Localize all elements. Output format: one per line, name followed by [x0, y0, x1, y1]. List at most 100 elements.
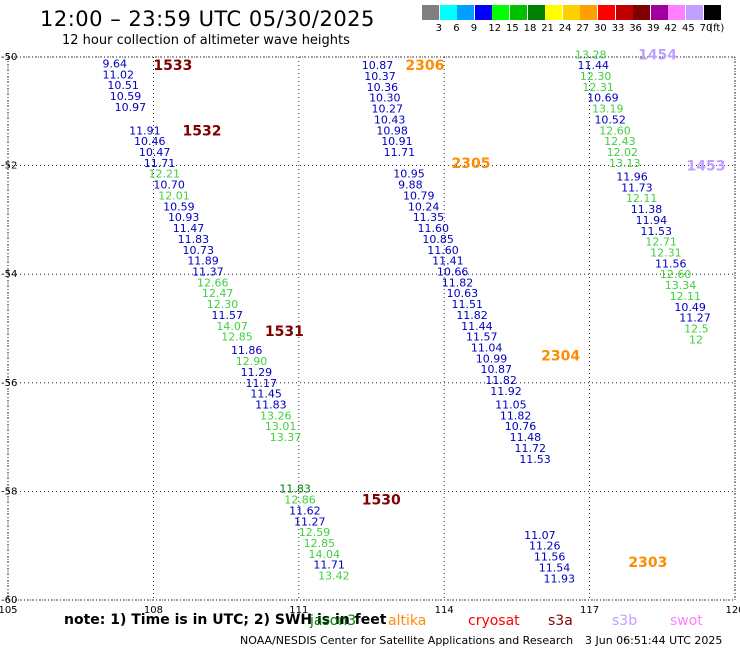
- satellite-cryosat: cryosat: [468, 613, 520, 629]
- x-tick-label: 117: [580, 605, 599, 616]
- x-tick-label: 120: [725, 605, 740, 616]
- swh-value: 11.05: [495, 399, 526, 412]
- color-scale-tick-label: 27: [576, 23, 590, 34]
- swh-value: 12.66: [197, 276, 229, 289]
- pass-number-label: 1533: [153, 58, 192, 74]
- swh-value: 11.91: [129, 124, 161, 137]
- swh-value: 9.88: [398, 179, 423, 192]
- swh-value: 11.96: [616, 170, 648, 183]
- swh-value: 10.36: [367, 81, 399, 94]
- swh-value: 13.13: [609, 157, 641, 170]
- swh-value: 12: [689, 333, 703, 346]
- swh-value: 10.99: [476, 352, 508, 365]
- swh-value: 13.34: [665, 279, 697, 292]
- satellite-jason3: jason3: [310, 613, 357, 629]
- color-swatch: [457, 5, 475, 20]
- swh-value: 11.62: [289, 504, 321, 517]
- swh-value: 11.48: [510, 431, 542, 444]
- swh-value: 10.47: [139, 146, 171, 159]
- swh-value: 11.86: [231, 344, 262, 357]
- swh-value: 10.95: [393, 168, 425, 181]
- swh-value: 11.83: [279, 483, 311, 496]
- swh-value: 12.11: [626, 192, 658, 205]
- swh-value: 10.76: [505, 420, 537, 433]
- swh-value: 11.73: [621, 181, 653, 194]
- swh-value: 11.53: [640, 225, 672, 238]
- swh-value: 10.91: [381, 135, 413, 148]
- swh-value: 11.89: [187, 255, 219, 268]
- color-scale-tick-label: 70: [699, 23, 713, 34]
- color-swatch: [650, 5, 668, 20]
- swh-value: 10.98: [376, 124, 408, 137]
- y-tick-label: -56: [1, 378, 17, 389]
- pass-number-label: 1532: [182, 123, 221, 139]
- color-scale-unit: (ft): [709, 23, 725, 34]
- swh-value: 10.70: [153, 179, 185, 192]
- swh-value: 10.93: [168, 211, 200, 224]
- pass-number-label: 1454: [638, 47, 677, 63]
- color-swatch: [562, 5, 580, 20]
- swh-value: 12.60: [599, 124, 631, 137]
- pass-number-label: 2306: [405, 58, 444, 74]
- swh-value: 11.53: [519, 453, 551, 466]
- color-scale-tick-label: 15: [506, 23, 519, 34]
- swh-value: 11.60: [427, 244, 459, 257]
- swh-value: 11.60: [418, 222, 450, 235]
- swh-value: 11.44: [577, 59, 609, 72]
- swh-value: 11.93: [544, 572, 576, 585]
- swh-value: 12.43: [604, 135, 636, 148]
- swh-value: 11.54: [539, 561, 571, 574]
- color-swatch: [545, 5, 563, 20]
- color-scale-tick-label: 9: [470, 23, 478, 34]
- swh-value: 11.07: [524, 529, 556, 542]
- swh-value: 12.85: [221, 331, 253, 344]
- swh-value: 10.46: [134, 135, 166, 148]
- swh-value: 10.37: [364, 70, 396, 83]
- swh-value: 11.41: [432, 255, 464, 268]
- swh-value: 13.01: [265, 420, 297, 433]
- swh-value: 11.29: [241, 366, 273, 379]
- swh-value: 12.71: [645, 236, 677, 249]
- swh-value: 10.30: [369, 92, 401, 105]
- swh-value: 14.07: [216, 320, 248, 333]
- y-tick-label: -50: [1, 52, 17, 63]
- swh-value: 13.28: [575, 48, 607, 61]
- chart-title: 12:00 – 23:59 UTC 05/30/2025: [40, 7, 375, 31]
- swh-value: 11.45: [250, 388, 281, 401]
- footer-note: note: 1) Time is in UTC; 2) SWH is in fe…: [64, 612, 387, 628]
- swh-value: 11.82: [485, 374, 517, 387]
- chart-subtitle: 12 hour collection of altimeter wave hei…: [62, 33, 350, 48]
- swh-value: 11.51: [451, 298, 483, 311]
- swh-value: 12.01: [158, 189, 190, 202]
- pass-number-label: 2304: [541, 349, 580, 365]
- swh-value: 11.56: [534, 551, 566, 564]
- swh-value: 12.31: [582, 81, 614, 94]
- swh-value: 10.52: [594, 113, 626, 126]
- x-tick-label: 114: [435, 605, 454, 616]
- satellite-s3b: s3b: [612, 613, 638, 629]
- color-swatch: [668, 5, 686, 20]
- y-tick-label: -60: [1, 595, 17, 606]
- swh-value: 11.72: [514, 442, 546, 455]
- swh-value: 11.47: [173, 222, 205, 235]
- color-scale-tick-label: 39: [646, 23, 660, 34]
- pass-number-label: 1453: [687, 159, 726, 175]
- swh-value: 10.97: [115, 101, 147, 114]
- swh-value: 11.92: [490, 385, 522, 398]
- swh-value: 11.56: [655, 257, 687, 270]
- color-scale-tick-label: 42: [664, 23, 678, 34]
- color-swatch: [422, 5, 439, 20]
- swh-value: 10.24: [408, 200, 440, 213]
- color-scale-tick-label: 30: [594, 23, 607, 34]
- swh-value: 12.31: [650, 246, 682, 259]
- timestamp: 3 Jun 06:51:44 UTC 2025: [585, 634, 723, 647]
- y-tick-label: -58: [1, 486, 17, 497]
- swh-value: 10.66: [437, 265, 469, 278]
- swh-value: 10.51: [107, 79, 138, 92]
- swh-value: 11.17: [245, 377, 277, 390]
- color-swatch: [703, 5, 721, 20]
- color-swatch: [633, 5, 651, 20]
- swh-value: 11.38: [631, 203, 663, 216]
- swh-value: 10.69: [587, 92, 619, 105]
